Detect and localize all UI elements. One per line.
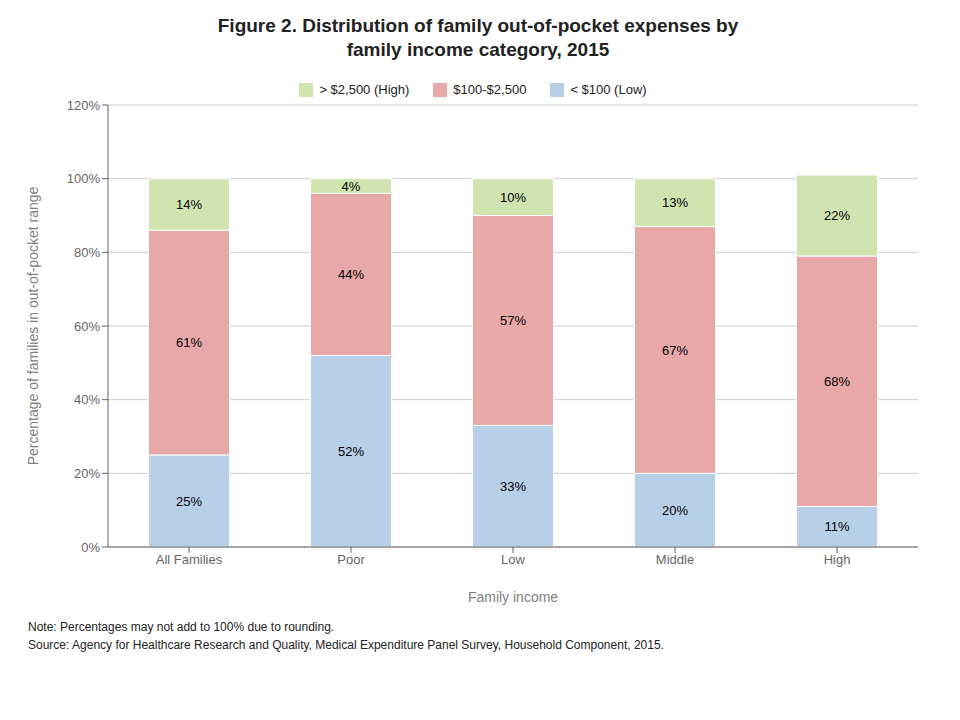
svg-text:0%: 0% [81,540,100,555]
svg-text:Middle: Middle [656,552,694,567]
svg-text:11%: 11% [824,519,849,534]
svg-text:120%: 120% [67,98,101,113]
html-text:< $100 (Low): < $100 (Low) [570,82,647,97]
svg-text:33%: 33% [500,479,526,494]
svg-text:Poor: Poor [337,552,365,567]
svg-text:Percentage of families in out-: Percentage of families in out-of-pocket … [25,186,41,465]
html-text:Source: Agency for Healthcare: Source: Agency for Healthcare Research a… [28,638,664,652]
svg-text:67%: 67% [662,343,688,358]
svg-text:Family income: Family income [468,589,558,605]
svg-text:20%: 20% [74,466,100,481]
svg-text:57%: 57% [500,313,526,328]
svg-text:40%: 40% [74,392,100,407]
svg-text:High: High [824,552,851,567]
svg-text:20%: 20% [662,503,688,518]
svg-text:13%: 13% [662,195,688,210]
svg-text:All Families: All Families [156,552,223,567]
html-text:Note: Percentages may not add: Note: Percentages may not add to 100% du… [28,620,335,634]
svg-text:22%: 22% [824,208,850,223]
svg-text:10%: 10% [500,190,526,205]
html-text:Figure 2. Distribution of fami: Figure 2. Distribution of family out-of-… [217,15,739,60]
svg-text:80%: 80% [74,245,100,260]
svg-text:44%: 44% [338,267,364,282]
html-text:$100-$2,500: $100-$2,500 [453,82,527,97]
svg-text:61%: 61% [176,335,202,350]
svg-text:4%: 4% [342,179,361,194]
svg-text:14%: 14% [176,197,202,212]
svg-text:68%: 68% [824,374,850,389]
html-text:> $2,500 (High): > $2,500 (High) [319,82,410,97]
svg-text:25%: 25% [176,494,202,509]
svg-text:60%: 60% [74,319,100,334]
svg-text:52%: 52% [338,444,364,459]
svg-text:Low: Low [501,552,525,567]
svg-text:100%: 100% [67,171,101,186]
